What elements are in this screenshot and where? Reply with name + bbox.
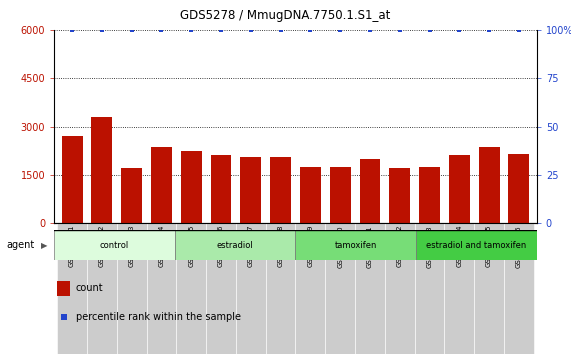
FancyBboxPatch shape xyxy=(206,223,236,354)
Point xyxy=(365,27,375,33)
Point xyxy=(455,27,464,33)
Point xyxy=(187,27,196,33)
Point xyxy=(336,27,345,33)
FancyBboxPatch shape xyxy=(504,223,534,354)
Bar xyxy=(181,151,202,223)
FancyBboxPatch shape xyxy=(236,223,266,354)
Bar xyxy=(296,230,416,260)
FancyBboxPatch shape xyxy=(266,223,296,354)
Text: GDS5278 / MmugDNA.7750.1.S1_at: GDS5278 / MmugDNA.7750.1.S1_at xyxy=(180,9,391,22)
Bar xyxy=(300,167,321,223)
Bar xyxy=(54,230,175,260)
FancyBboxPatch shape xyxy=(385,223,415,354)
Bar xyxy=(329,167,351,223)
Text: GSM362929: GSM362929 xyxy=(307,225,313,268)
FancyBboxPatch shape xyxy=(325,223,355,354)
Text: GSM362932: GSM362932 xyxy=(397,225,403,268)
Bar xyxy=(449,155,470,223)
Bar xyxy=(57,280,70,296)
Bar xyxy=(389,169,410,223)
Text: GSM362930: GSM362930 xyxy=(337,225,343,268)
FancyBboxPatch shape xyxy=(176,223,206,354)
FancyBboxPatch shape xyxy=(474,223,504,354)
Text: GSM362926: GSM362926 xyxy=(218,225,224,268)
Text: estradiol and tamoxifen: estradiol and tamoxifen xyxy=(427,241,526,250)
Text: estradiol: estradiol xyxy=(217,241,254,250)
Text: GSM362933: GSM362933 xyxy=(427,225,432,268)
Point xyxy=(97,27,106,33)
FancyBboxPatch shape xyxy=(147,223,176,354)
Bar xyxy=(419,167,440,223)
Bar xyxy=(91,117,112,223)
Text: count: count xyxy=(76,284,103,293)
FancyBboxPatch shape xyxy=(444,223,474,354)
Point xyxy=(485,27,494,33)
Point xyxy=(67,27,77,33)
Text: percentile rank within the sample: percentile rank within the sample xyxy=(76,312,241,322)
Text: GSM362921: GSM362921 xyxy=(69,225,75,268)
Point xyxy=(59,314,69,320)
FancyBboxPatch shape xyxy=(415,223,444,354)
Text: agent: agent xyxy=(7,240,35,250)
Bar xyxy=(62,136,83,223)
Point xyxy=(216,27,226,33)
FancyBboxPatch shape xyxy=(296,223,325,354)
Text: GSM362923: GSM362923 xyxy=(128,225,135,268)
Text: GSM362922: GSM362922 xyxy=(99,225,105,267)
Point xyxy=(246,27,255,33)
Text: GSM362931: GSM362931 xyxy=(367,225,373,268)
Bar xyxy=(270,157,291,223)
Point xyxy=(157,27,166,33)
Text: control: control xyxy=(100,241,129,250)
Bar xyxy=(478,148,500,223)
FancyBboxPatch shape xyxy=(117,223,147,354)
Point xyxy=(276,27,285,33)
Text: ▶: ▶ xyxy=(41,241,47,250)
Point xyxy=(425,27,434,33)
Bar xyxy=(175,230,296,260)
Text: GSM362934: GSM362934 xyxy=(456,225,463,268)
Bar xyxy=(151,148,172,223)
Point xyxy=(306,27,315,33)
Bar xyxy=(211,155,231,223)
FancyBboxPatch shape xyxy=(57,223,87,354)
Bar xyxy=(240,157,262,223)
Bar xyxy=(121,169,142,223)
Text: GSM362925: GSM362925 xyxy=(188,225,194,267)
Text: tamoxifen: tamoxifen xyxy=(335,241,377,250)
FancyBboxPatch shape xyxy=(355,223,385,354)
Text: GSM362928: GSM362928 xyxy=(278,225,284,268)
Bar xyxy=(416,230,537,260)
Bar xyxy=(360,159,380,223)
Point xyxy=(395,27,404,33)
Text: GSM362935: GSM362935 xyxy=(486,225,492,268)
Point xyxy=(514,27,524,33)
FancyBboxPatch shape xyxy=(87,223,117,354)
Point xyxy=(127,27,136,33)
Bar xyxy=(508,154,529,223)
Text: GSM362936: GSM362936 xyxy=(516,225,522,268)
Text: GSM362927: GSM362927 xyxy=(248,225,254,268)
Text: GSM362924: GSM362924 xyxy=(159,225,164,267)
